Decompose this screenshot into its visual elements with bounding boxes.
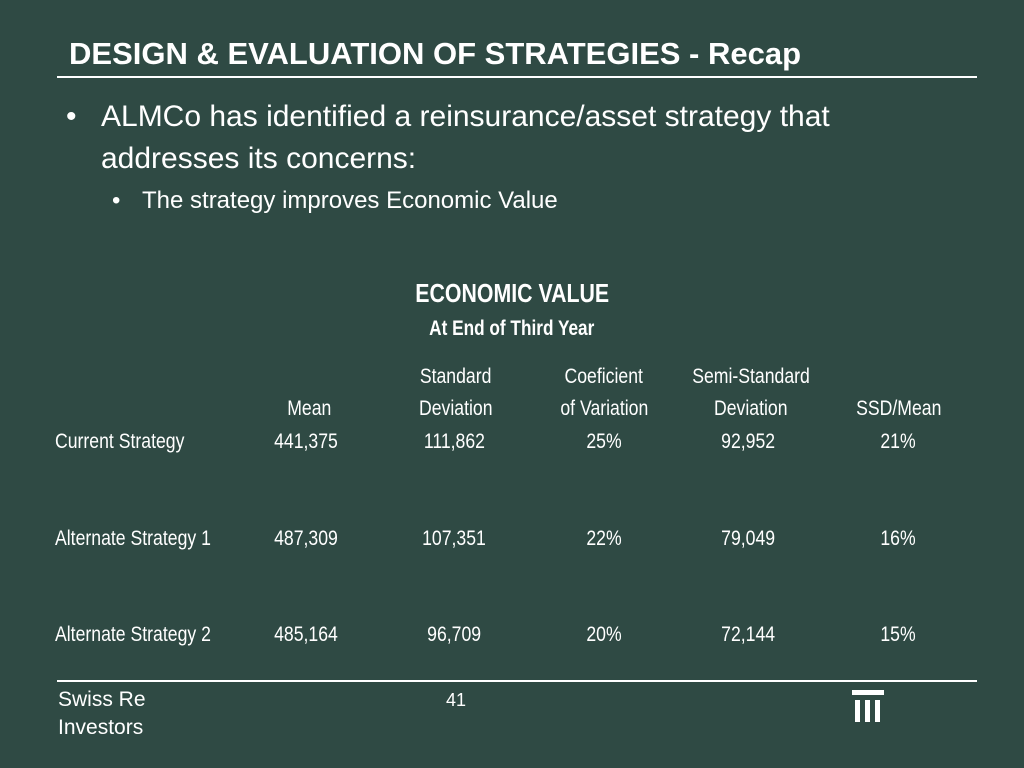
bullet-dot: • [112, 187, 121, 214]
table-cell: 22% [586, 527, 622, 550]
row-label: Current Strategy [55, 430, 185, 453]
table-cell: 92,952 [721, 430, 775, 453]
row-label: Alternate Strategy 2 [55, 623, 211, 646]
column-header: SSD/Mean [856, 397, 942, 420]
footer-company: Swiss Re Investors [58, 686, 146, 742]
table-cell: 441,375 [274, 430, 338, 453]
row-label: Alternate Strategy 1 [55, 527, 211, 550]
slide-title: DESIGN & EVALUATION OF STRATEGIES - Reca… [69, 36, 802, 71]
table-cell: 16% [880, 527, 916, 550]
bullet-sub: • The strategy improves Economic Value [112, 186, 558, 216]
page-number: 41 [445, 690, 467, 710]
table-subtitle: At End of Third Year [429, 317, 595, 340]
table-cell: 79,049 [721, 527, 775, 550]
title-divider [57, 76, 977, 78]
table-cell: 25% [586, 430, 622, 453]
table-cell: 487,309 [274, 527, 338, 550]
table-cell: 72,144 [721, 623, 775, 646]
footer-company-line1: Swiss Re [58, 688, 146, 711]
table-cell: 96,709 [427, 623, 481, 646]
table-cell: 20% [586, 623, 622, 646]
table-cell: 111,862 [423, 430, 485, 453]
column-header: Semi-Standard [692, 365, 810, 388]
table-cell: 107,351 [422, 527, 486, 550]
column-header: Mean [286, 397, 332, 420]
footer-company-line2: Investors [58, 716, 144, 739]
table-cell: 15% [880, 623, 916, 646]
bullet-dot: • [66, 100, 77, 133]
bullet-sub-text: The strategy improves Economic Value [142, 187, 558, 214]
bullet-main-text: ALMCo has identified a reinsurance/asset… [101, 100, 830, 175]
column-header: of Variation [560, 397, 648, 420]
column-header: Standard [420, 365, 492, 388]
table-title: ECONOMIC VALUE [415, 278, 609, 308]
swiss-re-logo-icon [852, 690, 884, 722]
table-cell: 21% [880, 430, 916, 453]
column-header: Deviation [419, 397, 493, 420]
column-header: Deviation [714, 397, 788, 420]
table-cell: 485,164 [274, 623, 338, 646]
column-header: Coeficient [564, 365, 644, 388]
footer-divider [57, 680, 977, 682]
